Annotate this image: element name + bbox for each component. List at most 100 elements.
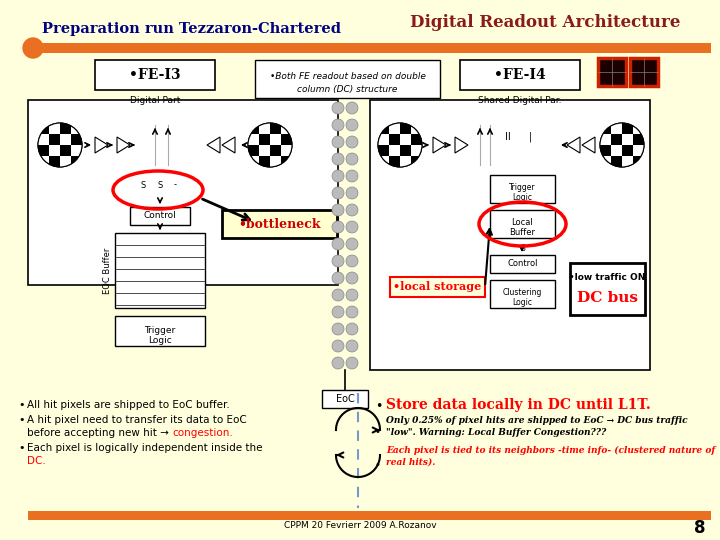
- Text: Control: Control: [508, 260, 538, 268]
- Text: Logic: Logic: [513, 298, 533, 307]
- Circle shape: [332, 255, 344, 267]
- Circle shape: [346, 289, 358, 301]
- Circle shape: [332, 153, 344, 165]
- Bar: [600, 156, 611, 167]
- Bar: [378, 156, 389, 167]
- Circle shape: [332, 323, 344, 335]
- Bar: [130, 207, 190, 225]
- Bar: [71, 134, 82, 145]
- Bar: [622, 134, 633, 145]
- Text: Local: Local: [512, 218, 534, 227]
- Text: Each pixel is logically independent inside the: Each pixel is logically independent insi…: [27, 443, 263, 453]
- Circle shape: [332, 119, 344, 131]
- Bar: [490, 255, 555, 273]
- Circle shape: [332, 221, 344, 233]
- Bar: [270, 145, 281, 156]
- Text: 8: 8: [694, 519, 706, 537]
- Bar: [633, 156, 644, 167]
- Text: •: •: [375, 427, 381, 437]
- Bar: [259, 134, 270, 145]
- Bar: [633, 145, 644, 156]
- Bar: [400, 123, 411, 134]
- Bar: [281, 134, 292, 145]
- Text: "low". Warning: Local Buffer Congestion???: "low". Warning: Local Buffer Congestion?…: [386, 428, 606, 437]
- Bar: [281, 123, 292, 134]
- Bar: [600, 123, 611, 134]
- Polygon shape: [95, 137, 108, 153]
- Bar: [622, 123, 633, 134]
- Text: |: |: [528, 132, 531, 143]
- Bar: [38, 156, 49, 167]
- Text: Trigger: Trigger: [145, 326, 176, 335]
- Bar: [400, 145, 411, 156]
- Bar: [490, 175, 555, 203]
- Bar: [611, 145, 622, 156]
- Bar: [60, 123, 71, 134]
- Text: S: S: [158, 180, 163, 190]
- Text: column (DC) structure: column (DC) structure: [297, 85, 397, 94]
- Text: •: •: [375, 400, 382, 413]
- Circle shape: [332, 136, 344, 148]
- FancyBboxPatch shape: [28, 511, 711, 520]
- Circle shape: [346, 255, 358, 267]
- Bar: [598, 58, 626, 86]
- Text: •: •: [18, 443, 24, 453]
- Bar: [633, 123, 644, 134]
- Bar: [71, 145, 82, 156]
- Text: Buffer: Buffer: [510, 228, 536, 237]
- Bar: [259, 123, 270, 134]
- Bar: [248, 123, 259, 134]
- Circle shape: [346, 357, 358, 369]
- Polygon shape: [433, 137, 446, 153]
- Bar: [270, 156, 281, 167]
- Bar: [270, 134, 281, 145]
- Circle shape: [346, 153, 358, 165]
- Bar: [622, 156, 633, 167]
- Bar: [115, 233, 205, 308]
- Text: real hits).: real hits).: [386, 458, 436, 467]
- Bar: [378, 145, 389, 156]
- Bar: [60, 134, 71, 145]
- Bar: [600, 145, 611, 156]
- Bar: [281, 156, 292, 167]
- Circle shape: [378, 123, 422, 167]
- Bar: [600, 134, 611, 145]
- Text: S: S: [520, 244, 525, 253]
- Bar: [570, 263, 645, 315]
- Text: II: II: [505, 132, 511, 142]
- Text: All hit pixels are shipped to EoC buffer.: All hit pixels are shipped to EoC buffer…: [27, 400, 230, 410]
- Bar: [28, 100, 338, 285]
- Circle shape: [346, 238, 358, 250]
- Circle shape: [38, 123, 82, 167]
- Text: congestion.: congestion.: [172, 428, 233, 438]
- Circle shape: [346, 119, 358, 131]
- Circle shape: [332, 102, 344, 114]
- Bar: [60, 145, 71, 156]
- Text: •bottleneck: •bottleneck: [238, 218, 320, 231]
- Text: Store data locally in DC until L1T.: Store data locally in DC until L1T.: [386, 398, 651, 412]
- Bar: [49, 145, 60, 156]
- Bar: [270, 123, 281, 134]
- Bar: [389, 123, 400, 134]
- Text: Each pixel is tied to its neighbors -time info- (clustered nature of: Each pixel is tied to its neighbors -tim…: [386, 446, 715, 455]
- Circle shape: [332, 306, 344, 318]
- Bar: [411, 134, 422, 145]
- Bar: [622, 145, 633, 156]
- Text: Logic: Logic: [513, 193, 533, 202]
- Bar: [95, 60, 215, 90]
- Text: •Both FE readout based on double: •Both FE readout based on double: [269, 72, 426, 81]
- Bar: [370, 100, 650, 370]
- Text: •low traffic ON: •low traffic ON: [570, 273, 646, 281]
- Circle shape: [346, 204, 358, 216]
- Bar: [38, 123, 49, 134]
- Polygon shape: [207, 137, 220, 153]
- Bar: [255, 60, 440, 98]
- Bar: [378, 123, 389, 134]
- Bar: [630, 58, 658, 86]
- Bar: [49, 134, 60, 145]
- Bar: [611, 156, 622, 167]
- Bar: [411, 156, 422, 167]
- Circle shape: [332, 170, 344, 182]
- Text: S: S: [140, 180, 145, 190]
- Bar: [411, 145, 422, 156]
